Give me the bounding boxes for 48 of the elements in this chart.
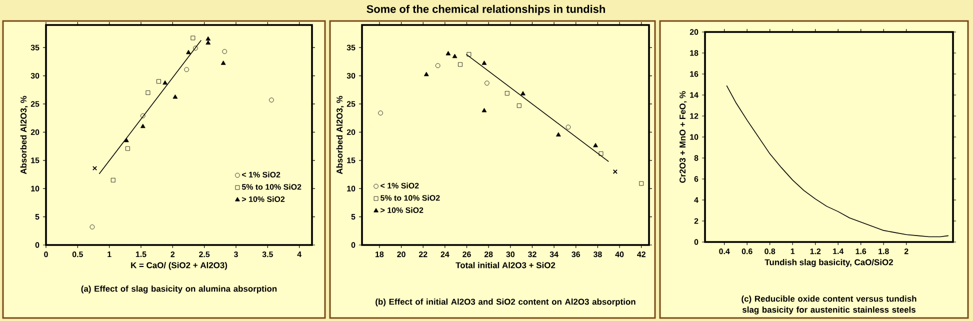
text: (a) Effect of slag basicity on alumina absorption (81, 286, 277, 294)
point (452, 54, 458, 58)
point (190, 36, 196, 40)
point (424, 72, 429, 76)
point (378, 110, 383, 116)
point (220, 60, 226, 65)
x-axis-title: Total initial Al2O3 + SiO2 (456, 262, 556, 268)
chart-title: Some of the chemical relationships in tundish (366, 4, 605, 16)
point (110, 178, 116, 182)
point (162, 80, 168, 85)
point (593, 142, 598, 148)
point (504, 91, 510, 96)
point (140, 124, 146, 128)
y-axis-title: Absorbed Al2O3, % (20, 96, 28, 174)
point (90, 224, 95, 230)
point (482, 60, 487, 65)
x-axis-title: Tundish slag basicity, CaO/SiO2 (764, 259, 893, 267)
point (520, 91, 526, 96)
point (639, 181, 644, 186)
point (172, 94, 178, 99)
point (482, 108, 487, 112)
point (516, 103, 522, 108)
point (269, 98, 274, 102)
point (206, 36, 211, 41)
point (146, 90, 150, 95)
point (598, 151, 604, 156)
x-axis-title: K = CaO/ (SiO2 + Al2O3) (131, 262, 228, 270)
point (484, 80, 490, 86)
point (458, 62, 462, 67)
point (124, 138, 129, 142)
point (566, 124, 571, 130)
point (186, 50, 191, 54)
point (193, 46, 198, 51)
y-axis-title: Absorbed Al2O3, % (336, 96, 344, 174)
point (556, 132, 561, 136)
point (222, 49, 227, 54)
y-axis-title: Cr2O3 + MnO + FeO, % (680, 91, 687, 183)
text: (b) Effect of initial Al2O3 and SiO2 content on Al2O3 absorption (376, 298, 636, 306)
point (184, 67, 189, 72)
point (206, 40, 211, 45)
point (435, 63, 440, 68)
point (156, 79, 161, 84)
point (446, 50, 451, 56)
text: (c) Reducible oxide content versus tundish slag basicity for austenitic stainless steels (742, 296, 916, 314)
point (140, 113, 146, 118)
point (612, 169, 618, 174)
point (126, 146, 130, 151)
point (92, 166, 98, 171)
